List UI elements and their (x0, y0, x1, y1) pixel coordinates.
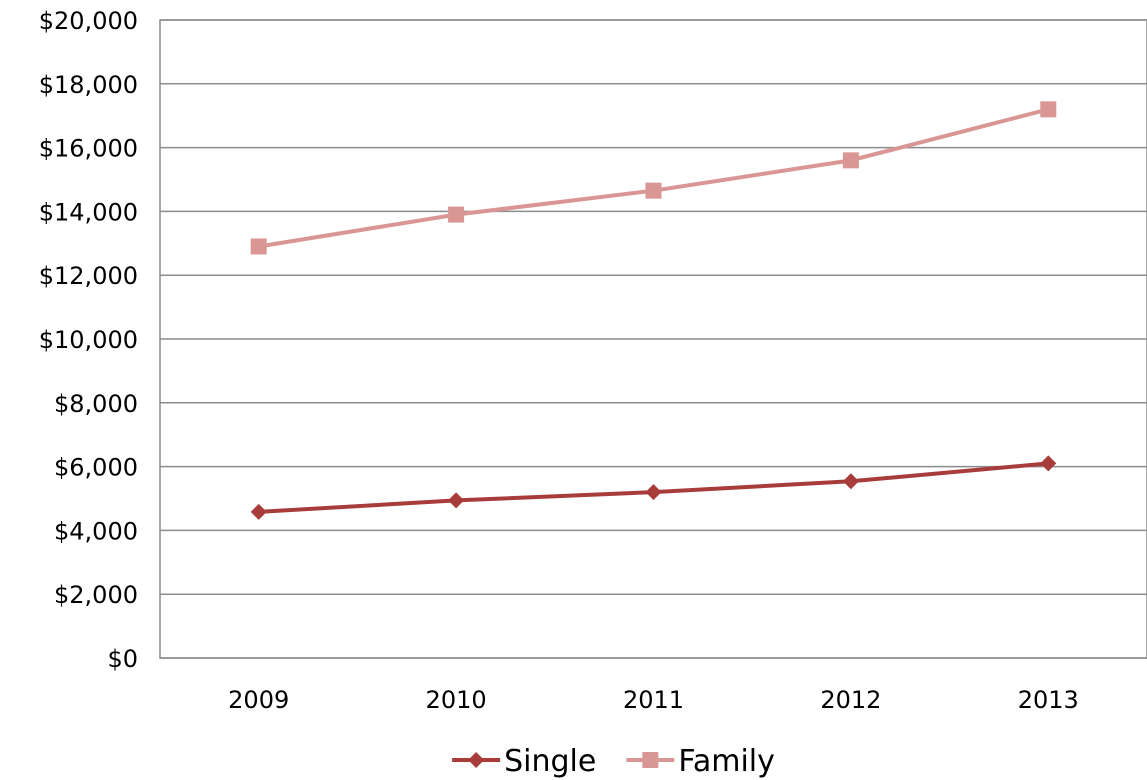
y-tick-label: $12,000 (39, 262, 138, 290)
series-layer (250, 101, 1057, 520)
data-point-family (250, 238, 267, 255)
legend: Single Family (452, 744, 775, 779)
y-tick-label: $0 (107, 645, 138, 673)
data-point-single (1040, 455, 1057, 472)
y-tick-label: $20,000 (39, 7, 138, 35)
data-point-family (448, 206, 465, 223)
gridlines (160, 19, 1147, 659)
series-family (250, 101, 1057, 255)
y-tick-label: $2,000 (54, 581, 138, 609)
y-tick-label: $18,000 (39, 71, 138, 99)
legend-label-single: Single (504, 744, 596, 779)
legend-marker-family (642, 752, 659, 768)
y-tick-label: $14,000 (39, 198, 138, 226)
x-tick-label: 2011 (623, 686, 684, 714)
x-axis: 2009 2010 2011 2012 2013 (228, 686, 1079, 714)
legend-marker-single (468, 752, 485, 768)
data-point-family (1040, 101, 1057, 118)
x-tick-label: 2010 (426, 686, 487, 714)
data-point-single (250, 503, 267, 520)
series-line-family (256, 107, 1051, 249)
y-tick-label: $16,000 (39, 135, 138, 163)
x-tick-label: 2009 (228, 686, 289, 714)
y-axis: $0 $2,000 $4,000 $6,000 $8,000 $10,000 $12,000… (39, 7, 138, 673)
data-point-family (842, 152, 859, 169)
x-tick-label: 2012 (820, 686, 881, 714)
plot-area (159, 19, 1147, 659)
y-tick-label: $8,000 (54, 390, 138, 418)
legend-item-family: Family (626, 744, 775, 779)
x-tick-label: 2013 (1018, 686, 1079, 714)
y-tick-label: $4,000 (54, 517, 138, 545)
legend-label-family: Family (678, 744, 775, 779)
data-point-single (645, 484, 662, 501)
data-point-single (842, 473, 859, 490)
y-tick-label: $10,000 (39, 326, 138, 354)
series-single (250, 455, 1057, 520)
data-point-single (448, 492, 465, 509)
data-point-family (645, 182, 662, 199)
y-tick-label: $6,000 (54, 454, 138, 482)
legend-item-single: Single (452, 744, 596, 779)
